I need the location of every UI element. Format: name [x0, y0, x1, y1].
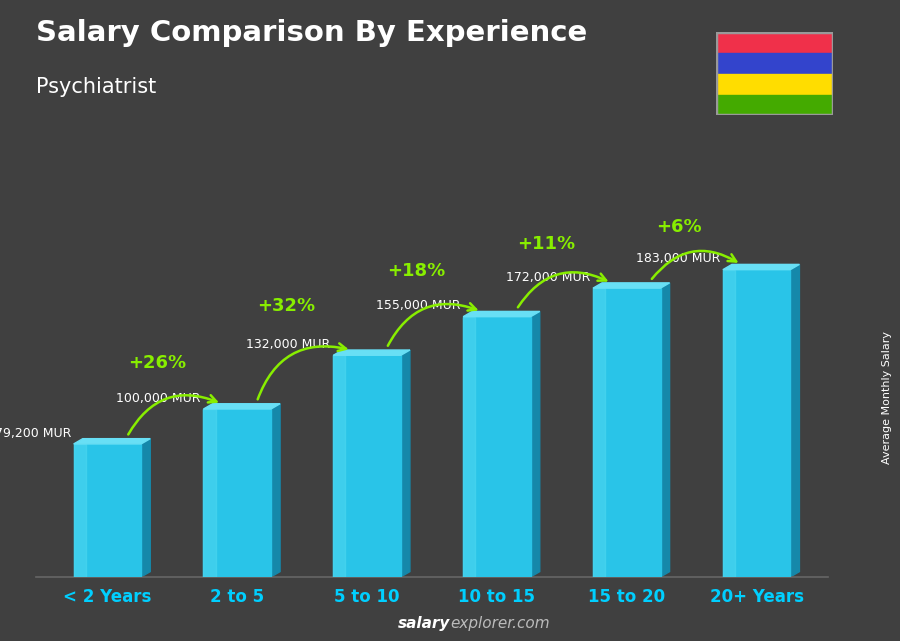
Bar	[723, 270, 735, 577]
Text: explorer.com: explorer.com	[450, 617, 550, 631]
Polygon shape	[400, 350, 410, 577]
Polygon shape	[661, 283, 670, 577]
Polygon shape	[723, 264, 799, 270]
Text: Average Monthly Salary: Average Monthly Salary	[881, 331, 892, 464]
Text: Psychiatrist: Psychiatrist	[36, 77, 157, 97]
Text: 172,000 MUR: 172,000 MUR	[506, 271, 590, 284]
Text: Salary Comparison By Experience: Salary Comparison By Experience	[36, 19, 587, 47]
Bar	[333, 355, 346, 577]
Polygon shape	[464, 312, 540, 317]
FancyArrowPatch shape	[257, 344, 346, 399]
Text: +32%: +32%	[257, 297, 316, 315]
Polygon shape	[271, 404, 280, 577]
Bar	[723, 270, 790, 577]
Bar	[74, 444, 86, 577]
Text: +26%: +26%	[128, 354, 185, 372]
Text: 183,000 MUR: 183,000 MUR	[636, 253, 720, 265]
FancyArrowPatch shape	[128, 395, 217, 435]
Text: 155,000 MUR: 155,000 MUR	[376, 299, 461, 312]
Text: 100,000 MUR: 100,000 MUR	[116, 392, 201, 404]
Text: 79,200 MUR: 79,200 MUR	[0, 427, 71, 440]
Bar	[716, 94, 832, 115]
Bar	[716, 53, 832, 74]
Bar	[203, 409, 216, 577]
Text: +18%: +18%	[387, 262, 446, 280]
FancyArrowPatch shape	[518, 272, 606, 307]
Bar	[464, 317, 475, 577]
Polygon shape	[333, 350, 410, 355]
Bar	[716, 74, 832, 94]
Polygon shape	[593, 283, 670, 288]
Polygon shape	[203, 404, 280, 409]
Bar	[593, 288, 605, 577]
Text: +11%: +11%	[518, 235, 575, 253]
Bar	[464, 317, 531, 577]
FancyArrowPatch shape	[388, 303, 476, 345]
Polygon shape	[141, 438, 150, 577]
Bar	[716, 32, 832, 53]
Bar	[593, 288, 661, 577]
Polygon shape	[790, 264, 799, 577]
Polygon shape	[531, 312, 540, 577]
FancyArrowPatch shape	[652, 251, 736, 279]
Text: salary: salary	[398, 617, 450, 631]
Text: 132,000 MUR: 132,000 MUR	[247, 338, 330, 351]
Bar	[203, 409, 271, 577]
Bar	[333, 355, 400, 577]
Text: +6%: +6%	[656, 218, 701, 236]
Bar	[74, 444, 141, 577]
Polygon shape	[74, 438, 150, 444]
